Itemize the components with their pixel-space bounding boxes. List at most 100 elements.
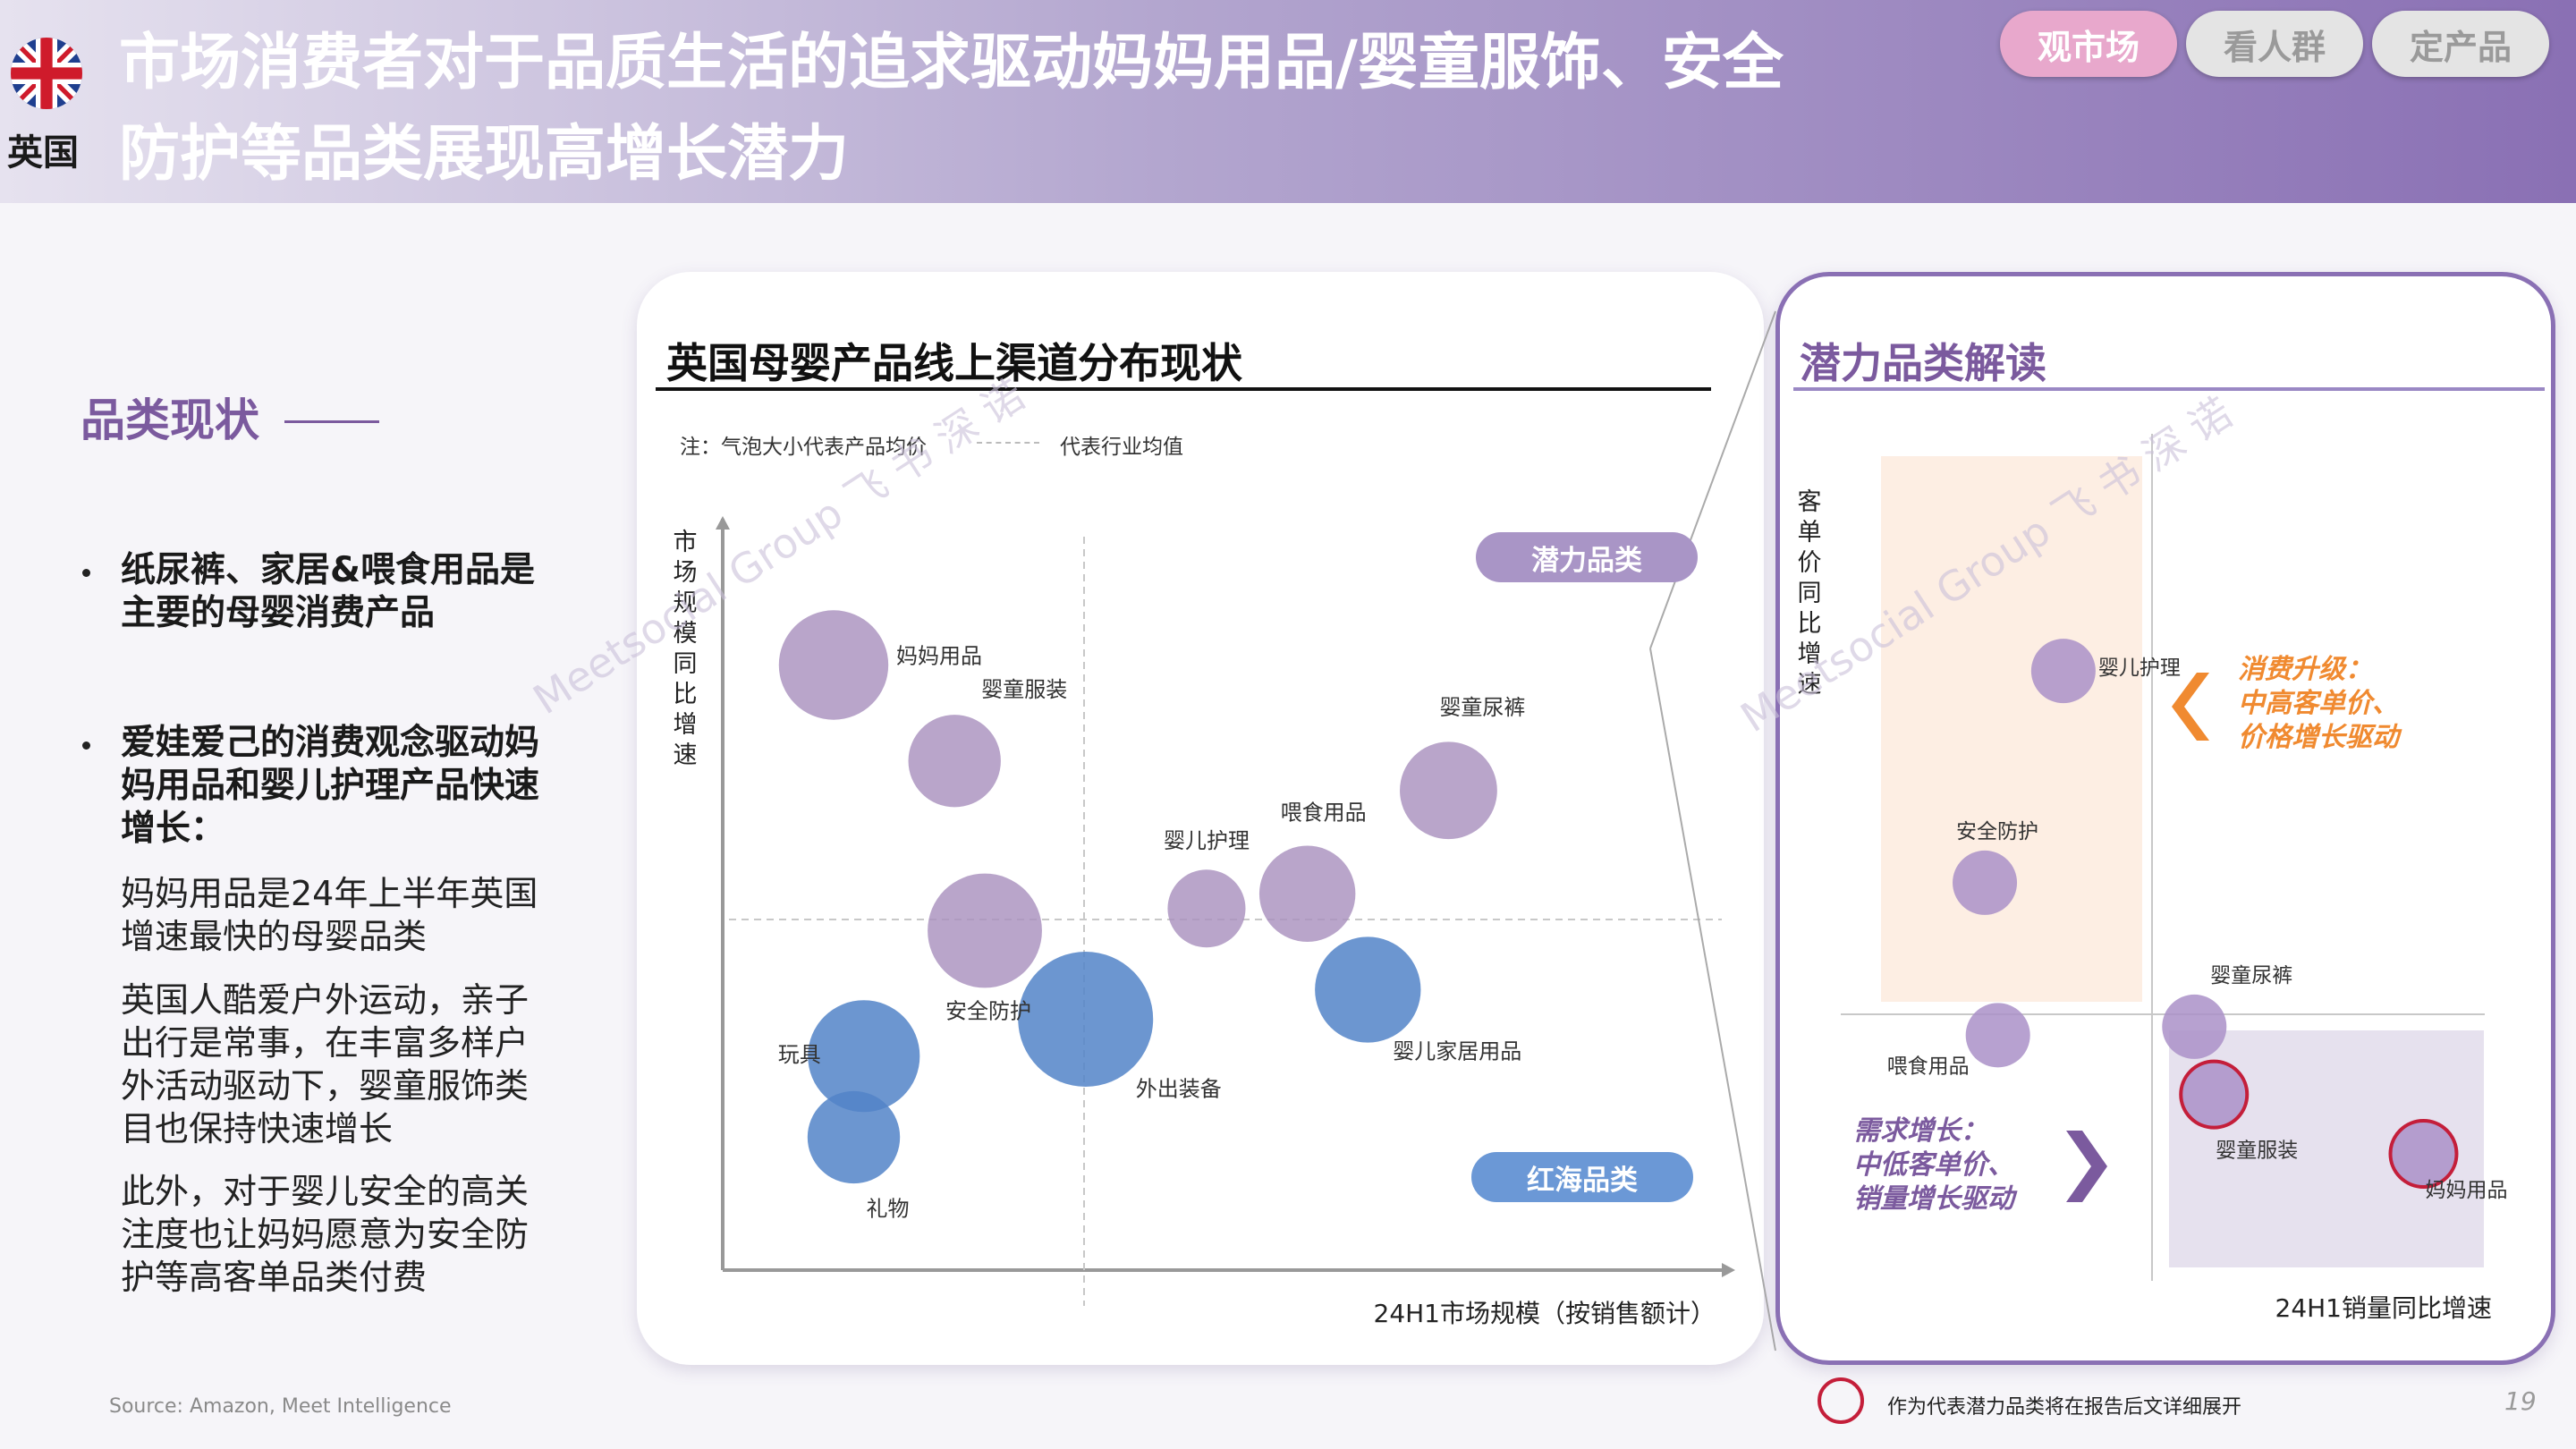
- zoom-connector-line: [1649, 310, 1776, 649]
- bullet-2-line: 增长：: [121, 809, 226, 849]
- bullet-1-line: 纸尿裤、家居&喂食用品是: [121, 550, 536, 590]
- ylabel-char: 速: [673, 741, 698, 769]
- bubble-label: 妈妈用品: [896, 644, 982, 669]
- bullet-2: 爱娃爱己的消费观念驱动妈 妈用品和婴儿护理产品快速 增长：: [121, 722, 586, 851]
- bullet-2-line: 爱娃爱己的消费观念驱动妈: [121, 723, 540, 763]
- bubble-label: 婴童尿裤: [1439, 695, 1525, 720]
- ylabel-char: 比: [1797, 610, 1822, 638]
- uk-flag-icon: [11, 38, 82, 109]
- ylabel-char: 速: [1797, 671, 1822, 699]
- bullet-dot: [82, 741, 90, 750]
- paragraph-line: 外活动驱动下，婴童服饰类: [121, 1066, 530, 1106]
- paragraph-line: 出行是常事，在丰富多样户: [121, 1023, 530, 1063]
- highlight-ring: [2388, 1118, 2459, 1189]
- potential-chart-title: 潜力品类解读: [1800, 339, 2046, 387]
- ylabel-char: 模: [673, 620, 698, 648]
- bullet-2-line: 妈用品和婴儿护理产品快速: [121, 766, 540, 806]
- page-title-line2: 防护等品类展现高增长潜力: [119, 119, 850, 190]
- ylabel-char: 场: [673, 559, 698, 587]
- bubble-size-note: 注：气泡大小代表产品均价: [680, 436, 927, 459]
- scatter-point-婴童尿裤: [2162, 994, 2227, 1059]
- bubble-label: 婴儿护理: [1164, 828, 1250, 853]
- industry-average-note: 代表行业均值: [1060, 436, 1183, 459]
- ylabel-char: 规: [673, 589, 698, 617]
- paragraph-line: 增速最快的母婴品类: [121, 917, 428, 956]
- paragraph-1: 妈妈用品是24年上半年英国 增速最快的母婴品类: [121, 872, 568, 958]
- bubble-礼物: [807, 1090, 901, 1184]
- annotation-line: 销量增长驱动: [1853, 1183, 2014, 1215]
- bubble-chart-ylabel: 市场规模同比增速: [667, 528, 703, 771]
- page-title: 市场消费者对于品质生活的追求驱动妈妈用品/婴童服饰、安全 防护等品类展现高增长潜…: [119, 18, 1908, 200]
- bubble-玩具: [808, 1000, 920, 1113]
- tab-product[interactable]: 定产品: [2372, 11, 2549, 77]
- annotation-line: 需求增长：: [1853, 1115, 1987, 1147]
- ylabel-char: 价: [1797, 549, 1822, 577]
- paragraph-line: 英国人酷爱户外运动，亲子: [121, 980, 530, 1020]
- paragraph-line: 注度也让妈妈愿意为安全防: [121, 1215, 530, 1254]
- bubble-label: 安全防护: [945, 999, 1031, 1024]
- highlight-ring: [2179, 1059, 2250, 1130]
- annotation-line: 消费升级：: [2238, 654, 2372, 685]
- scatter-label: 喂食用品: [1887, 1055, 1970, 1078]
- zoom-connector-line: [1649, 648, 1776, 1352]
- bubble-婴童服装: [908, 715, 1001, 808]
- bubble-label: 礼物: [867, 1197, 910, 1222]
- ylabel-char: 增: [673, 711, 698, 739]
- potential-chart-title-rule: [1793, 387, 2545, 391]
- paragraph-line: 此外，对于婴儿安全的高关: [121, 1172, 530, 1211]
- scatter-label: 婴童服装: [2216, 1140, 2298, 1163]
- ylabel-char: 同: [673, 650, 698, 678]
- bubble-label: 婴儿家居用品: [1393, 1039, 1521, 1064]
- bubble-外出装备: [1018, 952, 1154, 1087]
- legend-text: 作为代表潜力品类将在报告后文详细展开: [1887, 1396, 2242, 1419]
- bubble-label: 外出装备: [1136, 1077, 1222, 1102]
- annotation-line: 中高客单价、: [2238, 688, 2399, 719]
- page-title-line1: 市场消费者对于品质生活的追求驱动妈妈用品/婴童服饰、安全: [119, 28, 1784, 98]
- source-note: Source: Amazon, Meet Intelligence: [109, 1395, 452, 1418]
- ylabel-char: 同: [1797, 580, 1822, 607]
- bubble-label: 婴童服装: [981, 677, 1067, 702]
- bubble-chart-title: 英国母婴产品线上渠道分布现状: [666, 339, 1242, 387]
- bubble-chart-xlabel: 24H1市场规模（按销售额计）: [1374, 1299, 1716, 1328]
- scatter-point-妈妈用品: [2391, 1121, 2456, 1186]
- scatter-label: 妈妈用品: [2425, 1179, 2507, 1202]
- section-title: 品类现状: [80, 394, 259, 446]
- right-chevron-icon: [2066, 1131, 2107, 1202]
- scatter-label: 婴童尿裤: [2210, 964, 2292, 987]
- header-banner: 英国 市场消费者对于品质生活的追求驱动妈妈用品/婴童服饰、安全 防护等品类展现高…: [0, 0, 2576, 203]
- scatter-point-婴儿护理: [2030, 639, 2096, 704]
- quadrant-label-potential: 潜力品类: [1476, 532, 1698, 582]
- scatter-label: 婴儿护理: [2098, 657, 2181, 680]
- bubble-chart-title-rule: [656, 387, 1711, 391]
- potential-chart-ylabel: 客单价同比增速: [1792, 487, 1827, 700]
- y-axis-arrow: [716, 516, 730, 530]
- annotation-line: 价格增长驱动: [2238, 722, 2399, 753]
- upgrade-quadrant-shade: [1881, 456, 2142, 1002]
- left-chevron-icon: [2172, 673, 2209, 741]
- paragraph-line: 目也保持快速增长: [121, 1109, 394, 1148]
- bubble-安全防护: [928, 873, 1042, 988]
- tab-market[interactable]: 观市场: [2000, 11, 2177, 77]
- annotation-line: 中低客单价、: [1853, 1149, 2014, 1181]
- bubble-妈妈用品: [778, 610, 889, 720]
- bubble-婴儿家居用品: [1315, 936, 1421, 1043]
- ylabel-char: 单: [1797, 519, 1822, 547]
- bullet-dot: [82, 569, 90, 577]
- bullet-1: 纸尿裤、家居&喂食用品是 主要的母婴消费产品: [121, 549, 586, 635]
- ylabel-char: 客: [1797, 488, 1822, 516]
- tab-audience[interactable]: 看人群: [2186, 11, 2363, 77]
- quadrant-label-red-sea: 红海品类: [1471, 1152, 1693, 1202]
- bubble-婴儿护理: [1167, 869, 1246, 948]
- ylabel-char: 市: [673, 529, 698, 556]
- bullet-1-line: 主要的母婴消费产品: [121, 593, 436, 633]
- scatter-point-安全防护: [1953, 850, 2018, 915]
- section-title-rule: [284, 420, 379, 423]
- paragraph-line: 护等高客单品类付费: [121, 1258, 428, 1297]
- bubble-喂食用品: [1258, 845, 1356, 942]
- page-number: 19: [2504, 1386, 2537, 1416]
- scatter-point-喂食用品: [1965, 1003, 2030, 1068]
- bubble-label: 喂食用品: [1281, 800, 1367, 825]
- potential-chart-xlabel: 24H1销量同比增速: [2275, 1293, 2493, 1323]
